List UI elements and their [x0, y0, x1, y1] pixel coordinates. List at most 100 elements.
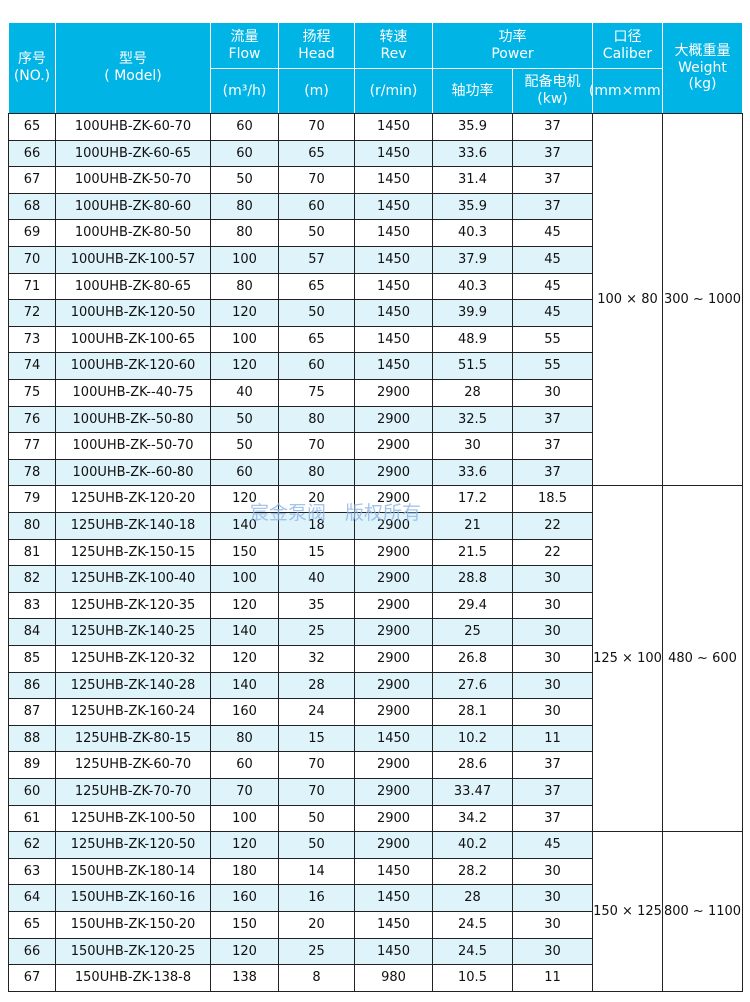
- table-cell: 21: [432, 512, 513, 540]
- table-cell: 100UHB-ZK-120-50: [55, 299, 211, 327]
- cell-text: 1450: [376, 119, 411, 134]
- table-cell: 2900: [354, 379, 433, 407]
- cell-text: 30: [544, 571, 561, 587]
- cell-text: 150UHB-ZK-150-20: [70, 917, 196, 932]
- table-cell: 30: [512, 591, 593, 620]
- table-cell: 50: [210, 166, 279, 194]
- table-cell: 8: [278, 964, 355, 992]
- cell-text: 62: [23, 837, 41, 853]
- table-cell: 28: [432, 884, 513, 912]
- cell-text: 14: [308, 863, 325, 879]
- header-cell: 口径 Caliber: [592, 22, 663, 69]
- cell-text: 30: [544, 704, 561, 720]
- table-cell: 75: [278, 379, 355, 407]
- table-cell: 125UHB-ZK-120-32: [55, 645, 211, 673]
- table-cell: 100UHB-ZK-120-60: [55, 352, 211, 380]
- table-cell: 1450: [354, 884, 433, 912]
- table-cell: 63: [8, 857, 56, 886]
- table-cell: 125UHB-ZK-140-25: [55, 618, 211, 646]
- cell-text: 77: [23, 438, 41, 454]
- cell-text: 138: [232, 970, 257, 986]
- cell-text: 28.6: [458, 757, 487, 773]
- table-cell: 37: [512, 192, 593, 221]
- table-cell: 57: [278, 246, 355, 274]
- table-cell: 33.47: [432, 778, 513, 806]
- table-cell: 17.2: [432, 485, 513, 513]
- cell-text: 80: [23, 518, 41, 533]
- table-cell: 37: [512, 139, 593, 168]
- table-cell: 48.9: [432, 325, 513, 354]
- cell-text: 120: [232, 358, 257, 374]
- cell-text: 45: [544, 305, 561, 321]
- cell-text: 125 × 100: [593, 650, 662, 666]
- table-cell: 37.9: [432, 246, 513, 274]
- table-cell: 50: [210, 432, 279, 460]
- table-cell: 1450: [354, 724, 433, 753]
- table-cell: 40: [278, 565, 355, 593]
- cell-text: 30: [544, 917, 561, 932]
- table-cell: 45: [512, 246, 593, 274]
- table-cell: 77: [8, 432, 56, 460]
- table-cell: 150UHB-ZK-180-14: [55, 857, 211, 886]
- cell-text: 28.8: [458, 571, 487, 587]
- cell-text: 口径: [613, 28, 642, 45]
- cell-text: 100 × 80: [597, 291, 658, 307]
- cell-text: 74: [23, 358, 41, 374]
- cell-text: 65: [23, 119, 41, 134]
- header-cell: (mm×mm): [588, 68, 667, 114]
- cell-text: 37: [544, 411, 561, 427]
- cell-text: 15: [308, 544, 325, 560]
- table-cell: 125UHB-ZK-100-50: [55, 804, 211, 833]
- table-cell: 1450: [354, 857, 433, 886]
- cell-text: (m): [304, 82, 329, 99]
- cell-text: 57: [308, 252, 325, 267]
- cell-text: 2900: [376, 518, 411, 533]
- table-cell: 125UHB-ZK-140-18: [55, 512, 211, 540]
- cell-text: 1450: [376, 331, 411, 347]
- table-cell: 18: [278, 512, 355, 540]
- cell-text: 25: [308, 943, 325, 959]
- header-cell: 轴功率: [432, 68, 513, 114]
- cell-text: 125UHB-ZK-140-25: [70, 624, 196, 640]
- table-cell: 2900: [354, 485, 433, 513]
- table-cell: 20: [278, 485, 355, 513]
- table-cell: 22: [512, 512, 593, 540]
- cell-text: 70: [308, 172, 325, 188]
- cell-text: 转速: [379, 28, 408, 45]
- cell-text: 100: [232, 810, 257, 826]
- cell-text: 10.2: [458, 730, 487, 746]
- cell-text: 100: [232, 252, 257, 267]
- table-cell: 29.4: [432, 591, 513, 620]
- cell-text: 28: [464, 890, 481, 906]
- cell-text: 84: [23, 624, 41, 640]
- cell-text: 120: [232, 651, 257, 666]
- cell-text: 24.5: [458, 943, 487, 959]
- table-cell: 1450: [354, 166, 433, 194]
- table-cell: 30: [432, 432, 513, 460]
- table-cell: 66: [8, 139, 56, 168]
- cell-text: 67: [23, 970, 41, 986]
- cell-text: 100UHB-ZK-100-65: [70, 331, 196, 347]
- cell-text: 125UHB-ZK-140-18: [70, 518, 196, 533]
- cell-text: 60: [308, 198, 325, 214]
- cell-text: 25: [464, 624, 481, 640]
- table-cell: 2900: [354, 698, 433, 726]
- cell-text: 24.5: [458, 917, 487, 932]
- table-cell: 71: [8, 272, 56, 301]
- cell-text: 1450: [376, 145, 411, 161]
- table-cell: 30: [512, 911, 593, 939]
- cell-text: 65: [308, 145, 325, 161]
- table-cell: 30: [512, 618, 593, 646]
- cell-text: 125UHB-ZK-100-40: [70, 571, 196, 587]
- cell-text: 扬程: [302, 28, 331, 45]
- table-cell: 37: [512, 778, 593, 806]
- table-cell: 30: [512, 937, 593, 966]
- table-cell: 30: [512, 884, 593, 912]
- cell-text: (mm×mm): [588, 82, 667, 99]
- table-cell: 31.4: [432, 166, 513, 194]
- table-cell: 120: [210, 299, 279, 327]
- cell-text: 80: [236, 225, 253, 241]
- cell-text: 10.5: [458, 970, 487, 986]
- cell-text: 45: [544, 837, 561, 853]
- table-cell: 35.9: [432, 192, 513, 221]
